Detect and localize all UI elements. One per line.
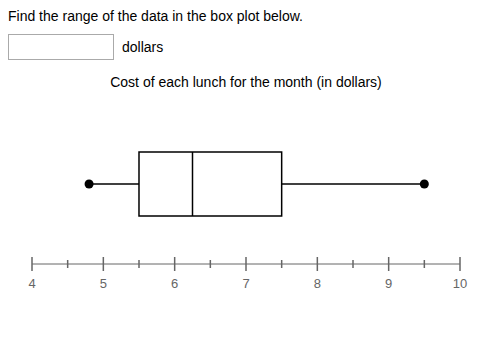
html-text:Cost of each lunch for the mon: Cost of each lunch for the month (in dol… [110,74,382,90]
svg-text:8: 8 [314,276,321,291]
html-text:dollars: dollars [122,39,164,55]
svg-text:10: 10 [453,276,467,291]
svg-text:9: 9 [385,276,392,291]
svg-text:4: 4 [28,276,35,291]
html-text:Find the range of the data in: Find the range of the data in the box pl… [8,8,303,24]
svg-text:7: 7 [242,276,249,291]
svg-text:5: 5 [100,276,107,291]
svg-text:6: 6 [171,276,178,291]
